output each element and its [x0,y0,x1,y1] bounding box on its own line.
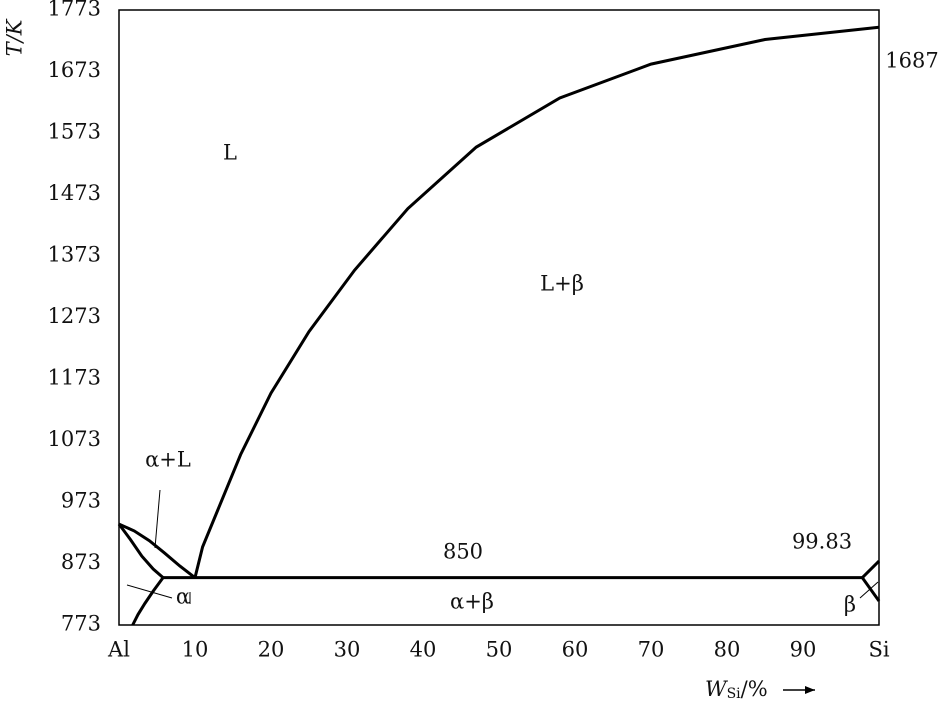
x-label-main: W [705,677,729,701]
plot-frame [118,9,880,626]
leader-line [859,581,879,599]
y-tick-label: 1773 [48,0,101,21]
annotation: α [176,585,190,609]
phase-boundary [193,25,880,579]
annotation: 850 [443,540,483,564]
axis-arrow-head [805,686,815,694]
x-tick-label: 20 [258,638,285,662]
y-axis-label: T/K [3,18,27,56]
phase-boundary [861,559,881,579]
y-tick-label: 1273 [48,304,101,328]
y-tick-label: 1673 [48,58,101,82]
annotation: L+β [540,272,584,296]
phase-boundary [861,576,881,602]
annotation: α+β [450,590,494,614]
annotation: β [844,593,856,617]
y-tick-label: 773 [61,612,101,636]
y-tick-label: 1573 [48,120,101,144]
x-tick-label: 70 [638,638,665,662]
x-tick-label: 10 [182,638,209,662]
x-tick-label: 40 [410,638,437,662]
annotation: 99.83 [792,530,852,554]
leader-line [154,489,161,549]
y-tick-label: 1473 [48,181,101,205]
leader-line [126,584,173,599]
x-tick-label: 30 [334,638,361,662]
x-tick-label: 80 [714,638,741,662]
x-label-unit: /% [741,677,768,701]
y-tick-label: 1073 [48,427,101,451]
x-tick-label: 90 [790,638,817,662]
x-tick-label: 50 [486,638,513,662]
x-tick-label: 60 [562,638,589,662]
x-label-sub: Si [727,686,742,702]
x-tick-label: Al [107,638,130,662]
y-tick-label: 873 [61,550,101,574]
annotation: α+L [145,448,191,472]
y-tick-label: 1373 [48,243,101,267]
phase-boundary [131,576,165,626]
phase-boundary [117,523,165,579]
x-axis-label: WSi/% [705,677,768,703]
annotation: 1687 [885,49,938,73]
y-tick-label: 973 [61,489,101,513]
annotation: L [223,141,237,165]
phase-boundary [118,522,196,579]
x-tick-label: Si [868,638,889,662]
y-tick-label: 1173 [48,366,101,390]
